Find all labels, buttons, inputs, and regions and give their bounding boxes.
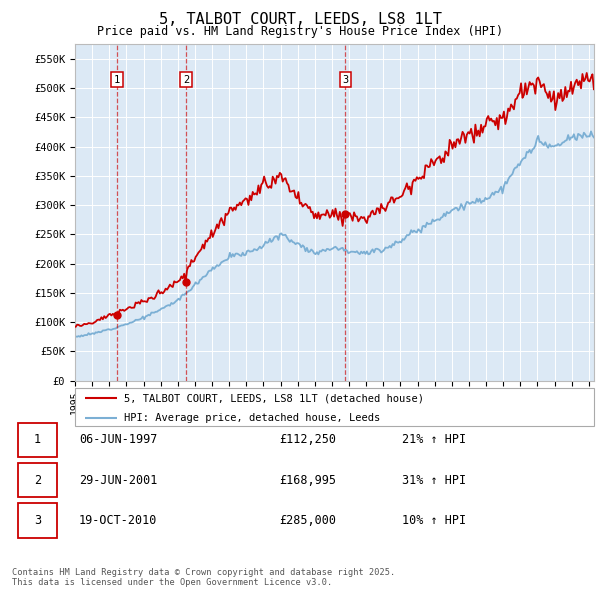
Text: 2: 2 <box>34 474 41 487</box>
Text: 5, TALBOT COURT, LEEDS, LS8 1LT (detached house): 5, TALBOT COURT, LEEDS, LS8 1LT (detache… <box>124 394 424 404</box>
Bar <box>18 503 58 537</box>
Text: Contains HM Land Registry data © Crown copyright and database right 2025.
This d: Contains HM Land Registry data © Crown c… <box>12 568 395 587</box>
Text: 3: 3 <box>343 74 349 84</box>
Bar <box>18 463 58 497</box>
Text: £285,000: £285,000 <box>280 514 337 527</box>
Text: 21% ↑ HPI: 21% ↑ HPI <box>402 434 466 447</box>
Text: 29-JUN-2001: 29-JUN-2001 <box>79 474 157 487</box>
Text: Price paid vs. HM Land Registry's House Price Index (HPI): Price paid vs. HM Land Registry's House … <box>97 25 503 38</box>
Text: 31% ↑ HPI: 31% ↑ HPI <box>402 474 466 487</box>
Text: HPI: Average price, detached house, Leeds: HPI: Average price, detached house, Leed… <box>124 412 380 422</box>
Bar <box>18 422 58 457</box>
Text: £168,995: £168,995 <box>280 474 337 487</box>
Text: 1: 1 <box>113 74 120 84</box>
Text: 19-OCT-2010: 19-OCT-2010 <box>79 514 157 527</box>
Text: 5, TALBOT COURT, LEEDS, LS8 1LT: 5, TALBOT COURT, LEEDS, LS8 1LT <box>158 12 442 27</box>
Text: 3: 3 <box>34 514 41 527</box>
Text: £112,250: £112,250 <box>280 434 337 447</box>
Text: 1: 1 <box>34 434 41 447</box>
Text: 06-JUN-1997: 06-JUN-1997 <box>79 434 157 447</box>
Text: 2: 2 <box>183 74 189 84</box>
Text: 10% ↑ HPI: 10% ↑ HPI <box>402 514 466 527</box>
